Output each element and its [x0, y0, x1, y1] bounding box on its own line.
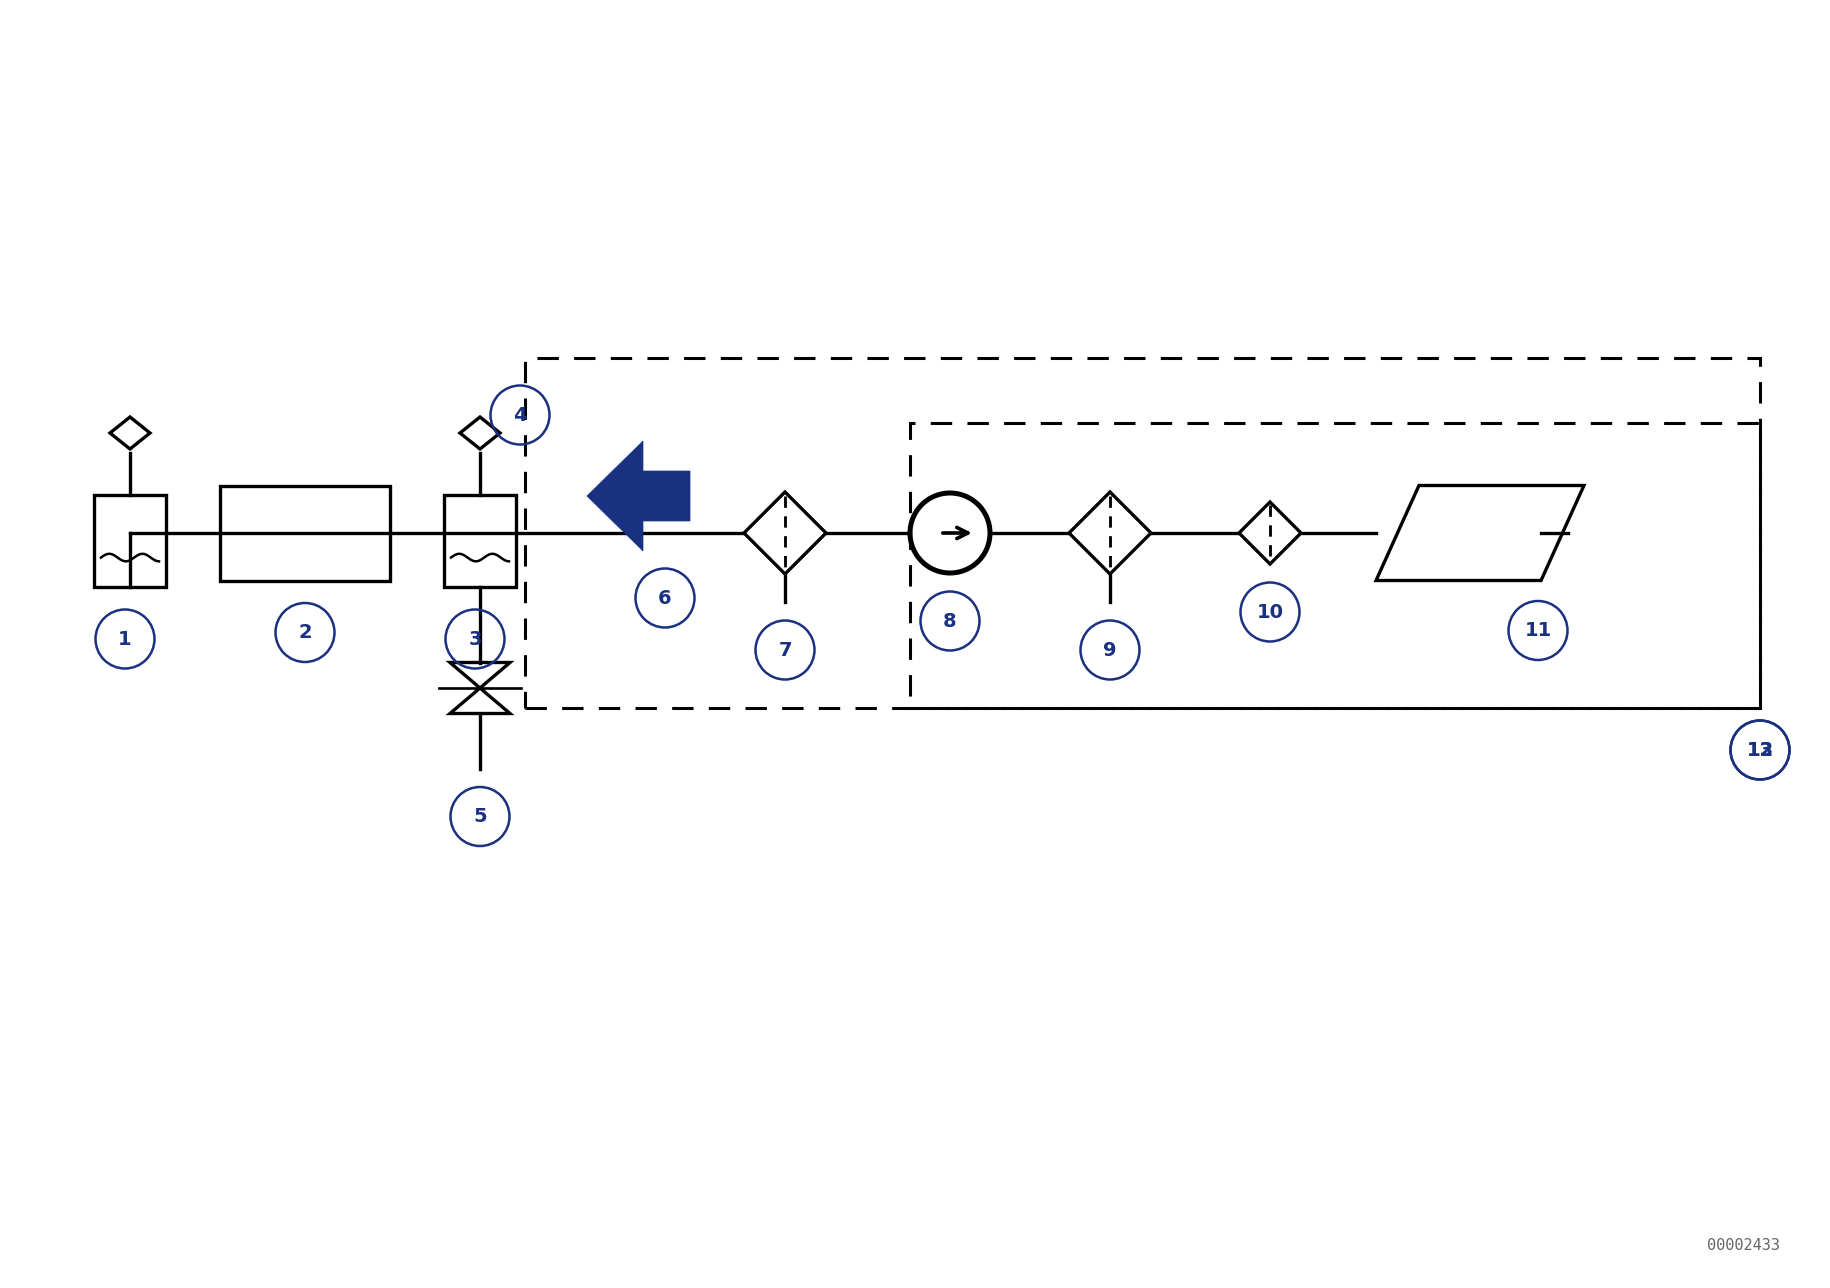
Text: 12: 12	[1746, 741, 1773, 760]
Bar	[910, 422, 1759, 708]
Text: 6: 6	[657, 589, 672, 608]
Text: 13: 13	[1746, 741, 1773, 760]
Text: 7: 7	[778, 640, 791, 659]
Text: 4: 4	[512, 406, 527, 425]
Text: 00002433: 00002433	[1706, 1238, 1779, 1253]
Text: 11: 11	[1524, 621, 1550, 640]
Text: 8: 8	[942, 612, 957, 631]
Bar	[220, 486, 390, 581]
Text: 10: 10	[1255, 603, 1283, 622]
Text: 9: 9	[1103, 640, 1116, 659]
Bar	[525, 358, 1759, 708]
Text: 1: 1	[119, 630, 132, 648]
Text: 5: 5	[472, 808, 487, 826]
Text: 2: 2	[298, 623, 311, 641]
Polygon shape	[587, 440, 690, 551]
Text: 3: 3	[468, 630, 481, 648]
